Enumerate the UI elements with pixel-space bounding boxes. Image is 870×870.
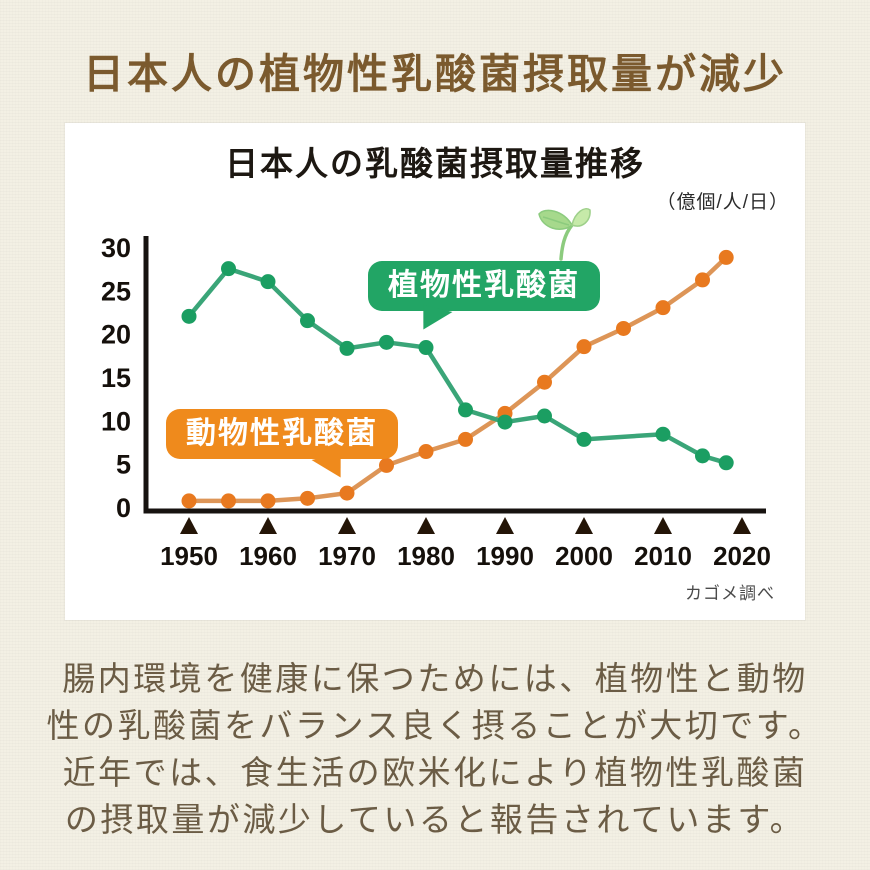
animal-series-label-bubble: 動物性乳酸菌 bbox=[166, 409, 398, 459]
svg-text:15: 15 bbox=[101, 363, 131, 393]
svg-text:2020: 2020 bbox=[713, 541, 771, 571]
svg-text:30: 30 bbox=[101, 233, 131, 263]
svg-text:1970: 1970 bbox=[318, 541, 376, 571]
line-chart: 0 5 10 15 20 25 30 1950 1960 1970 1980 1990 2000 2010… bbox=[101, 233, 771, 571]
svg-text:5: 5 bbox=[116, 450, 131, 480]
chart-unit-label: （億個/人/日） bbox=[656, 192, 789, 213]
body-line-4: の摂取量が減少していると報告されています。 bbox=[64, 801, 806, 838]
chart-title: 日本人の乳酸菌摂取量推移 bbox=[225, 145, 645, 182]
page-title: 日本人の植物性乳酸菌摂取量が減少 bbox=[83, 51, 787, 97]
source-attribution: カゴメ調べ bbox=[685, 584, 775, 603]
body-line-1: 腸内環境を健康に保つためには、植物性と動物 bbox=[62, 660, 808, 697]
svg-text:1980: 1980 bbox=[397, 541, 455, 571]
plant-series-label-bubble: 植物性乳酸菌 bbox=[368, 261, 600, 311]
sprout-icon bbox=[538, 208, 591, 261]
svg-text:25: 25 bbox=[101, 276, 131, 306]
chart-card: 0 5 10 15 20 25 30 1950 1960 1970 1980 1990 2000 2010… bbox=[65, 123, 805, 620]
svg-text:1990: 1990 bbox=[476, 541, 534, 571]
svg-text:2010: 2010 bbox=[634, 541, 692, 571]
svg-text:1960: 1960 bbox=[239, 541, 297, 571]
svg-text:0: 0 bbox=[116, 493, 131, 523]
body-line-3: 近年では、食生活の欧米化により植物性乳酸菌 bbox=[62, 754, 808, 791]
body-paragraph: 腸内環境を健康に保つためには、植物性と動物 性の乳酸菌をバランス良く摂ることが大… bbox=[30, 655, 840, 843]
svg-text:10: 10 bbox=[101, 406, 131, 436]
svg-text:1950: 1950 bbox=[160, 541, 218, 571]
svg-text:2000: 2000 bbox=[555, 541, 613, 571]
body-line-2: 性の乳酸菌をバランス良く摂ることが大切です。 bbox=[46, 707, 824, 744]
svg-text:20: 20 bbox=[101, 320, 131, 350]
